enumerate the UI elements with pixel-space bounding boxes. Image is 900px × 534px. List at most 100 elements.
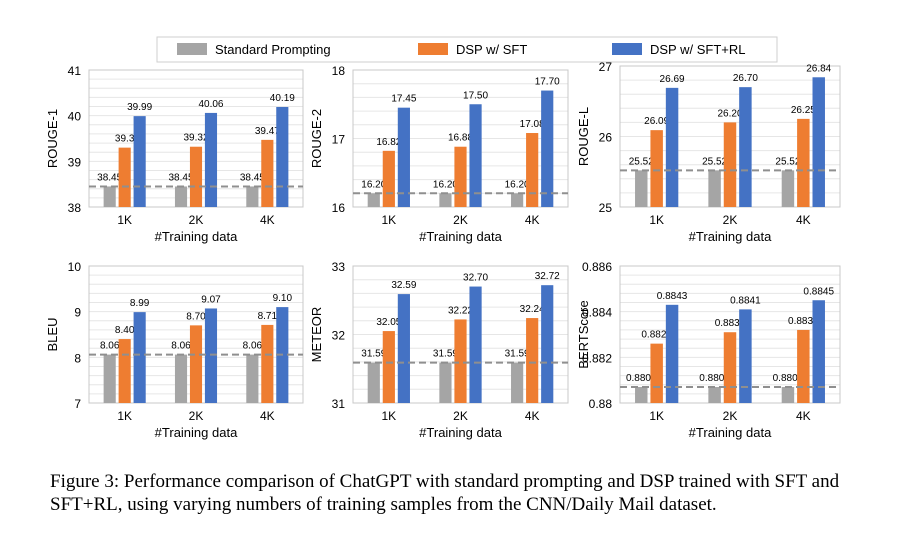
- bar-standard-prompting-4k: [246, 354, 259, 403]
- data-label: 32.24: [520, 304, 545, 315]
- x-tick-label: 1K: [649, 213, 664, 227]
- bar-dsp-w-sft-rl-4k: [541, 90, 554, 207]
- y-tick-label: 0.88: [589, 397, 613, 411]
- data-label: 8.99: [130, 298, 150, 309]
- x-tick-label: 4K: [796, 213, 811, 227]
- x-axis-label: #Training data: [419, 425, 502, 440]
- y-tick-label: 26: [599, 131, 613, 145]
- bar-standard-prompting-2k: [708, 387, 721, 403]
- x-axis-label: #Training data: [689, 229, 772, 244]
- bar-dsp-w-sft-4k: [526, 318, 539, 403]
- y-axis-label: ROUGE-2: [309, 109, 324, 168]
- bar-standard-prompting-2k: [174, 354, 188, 403]
- chart-panel-rouge-l: 25 26 27 ROUGE-L 25.52 26.09 26.69 1K 25.52 26.20…: [576, 60, 841, 244]
- bar-standard-prompting-1k: [103, 354, 116, 403]
- data-label: 17.50: [463, 90, 488, 101]
- bar-dsp-w-sft-rl-2k: [469, 104, 482, 207]
- bar-standard-prompting-2k: [439, 193, 452, 207]
- bar-dsp-w-sft-rl-4k: [812, 300, 825, 403]
- x-tick-label: 1K: [381, 409, 396, 423]
- x-tick-label: 2K: [189, 213, 204, 227]
- bar-dsp-w-sft-rl-1k: [397, 294, 410, 403]
- x-tick-label: 2K: [189, 409, 204, 423]
- bar-dsp-w-sft-1k: [118, 339, 131, 403]
- data-label: 32.05: [376, 317, 401, 328]
- chart-panel-bertscore: 0.88 0.882 0.884 0.886 BERTScore 0.8807 0.8826…: [576, 260, 841, 440]
- data-label: 16.88: [448, 133, 473, 144]
- data-label: 32.22: [448, 305, 473, 316]
- x-tick-label: 4K: [525, 213, 540, 227]
- data-label: 32.70: [463, 273, 488, 284]
- bar-dsp-w-sft-1k: [382, 150, 395, 207]
- data-label: 16.20: [361, 179, 386, 190]
- x-tick-label: 1K: [117, 409, 132, 423]
- bar-dsp-w-sft-2k: [454, 319, 467, 403]
- data-label: 8.06: [171, 341, 191, 352]
- y-tick-label: 16: [332, 201, 346, 215]
- data-label: 26.69: [660, 74, 685, 85]
- legend-swatch-2: [612, 43, 642, 55]
- data-label: 39.99: [127, 102, 152, 113]
- data-label: 38.45: [240, 172, 265, 183]
- data-label: 8.06: [243, 341, 263, 352]
- x-tick-label: 2K: [723, 213, 738, 227]
- x-tick-label: 2K: [453, 213, 468, 227]
- bar-standard-prompting-4k: [511, 362, 524, 403]
- x-tick-label: 4K: [260, 213, 275, 227]
- y-tick-label: 27: [599, 60, 613, 74]
- data-label: 25.52: [775, 156, 800, 167]
- y-tick-label: 33: [332, 260, 346, 274]
- y-tick-label: 38: [68, 201, 82, 215]
- bar-standard-prompting-1k: [367, 362, 380, 403]
- bar-standard-prompting-2k: [174, 186, 188, 207]
- x-tick-label: 1K: [381, 213, 396, 227]
- bar-dsp-w-sft-1k: [118, 147, 131, 207]
- data-label: 0.8831: [715, 318, 746, 329]
- data-label: 16.20: [433, 179, 458, 190]
- x-tick-label: 2K: [723, 409, 738, 423]
- chart-panel-rouge-1: 38 39 40 41 ROUGE-1 38.45 39.3 39.99 1K 38.45 39.3…: [45, 64, 304, 244]
- x-tick-label: 1K: [649, 409, 664, 423]
- bar-standard-prompting-1k: [635, 170, 648, 207]
- legend-swatch-1: [418, 43, 448, 55]
- data-label: 39.3: [115, 134, 135, 145]
- data-label: 39.47: [255, 126, 280, 137]
- data-label: 25.52: [702, 156, 727, 167]
- bar-standard-prompting-4k: [246, 186, 259, 207]
- data-label: 38.45: [169, 172, 194, 183]
- data-label: 32.72: [535, 271, 560, 282]
- data-label: 0.8843: [657, 291, 688, 302]
- legend-box: [156, 36, 778, 63]
- bar-standard-prompting-2k: [708, 170, 721, 207]
- chart-panel-meteor: 31 32 33 METEOR 31.59 32.05 32.59 1K 31.59 32.22 3…: [309, 260, 569, 440]
- legend-label-1: DSP w/ SFT: [456, 42, 527, 57]
- y-tick-label: 0.886: [582, 260, 612, 274]
- y-axis-label: BLEU: [45, 318, 60, 352]
- bar-standard-prompting-1k: [367, 193, 380, 207]
- data-label: 39.32: [183, 133, 208, 144]
- y-tick-label: 25: [599, 201, 613, 215]
- y-tick-label: 40: [68, 110, 82, 124]
- data-label: 0.8807: [699, 373, 730, 384]
- y-tick-label: 10: [68, 260, 82, 274]
- charts: 38 39 40 41 ROUGE-1 38.45 39.3 39.99 1K 38.45 39.3…: [45, 60, 841, 440]
- data-label: 40.19: [270, 93, 295, 104]
- bar-dsp-w-sft-rl-1k: [397, 107, 410, 207]
- bar-dsp-w-sft-1k: [382, 331, 395, 403]
- bar-dsp-w-sft-4k: [797, 329, 810, 403]
- data-label: 26.25: [791, 105, 816, 116]
- bar-dsp-w-sft-rl-1k: [665, 304, 679, 403]
- y-axis-label: ROUGE-L: [576, 107, 591, 166]
- legend-label-0: Standard Prompting: [215, 42, 331, 57]
- x-tick-label: 4K: [525, 409, 540, 423]
- data-label: 0.8845: [803, 286, 834, 297]
- data-label: 0.8841: [730, 295, 761, 306]
- bar-dsp-w-sft-2k: [189, 325, 203, 403]
- data-label: 38.45: [97, 172, 122, 183]
- data-label: 26.20: [717, 108, 742, 119]
- bar-dsp-w-sft-1k: [650, 130, 663, 207]
- chart-panel-bleu: 7 8 9 10 BLEU 8.06 8.40 8.99 1K 8.06 8.70 9.07 2K 8.0…: [45, 260, 304, 440]
- bar-dsp-w-sft-4k: [261, 139, 274, 207]
- x-tick-label: 4K: [260, 409, 275, 423]
- data-label: 26.84: [806, 63, 831, 74]
